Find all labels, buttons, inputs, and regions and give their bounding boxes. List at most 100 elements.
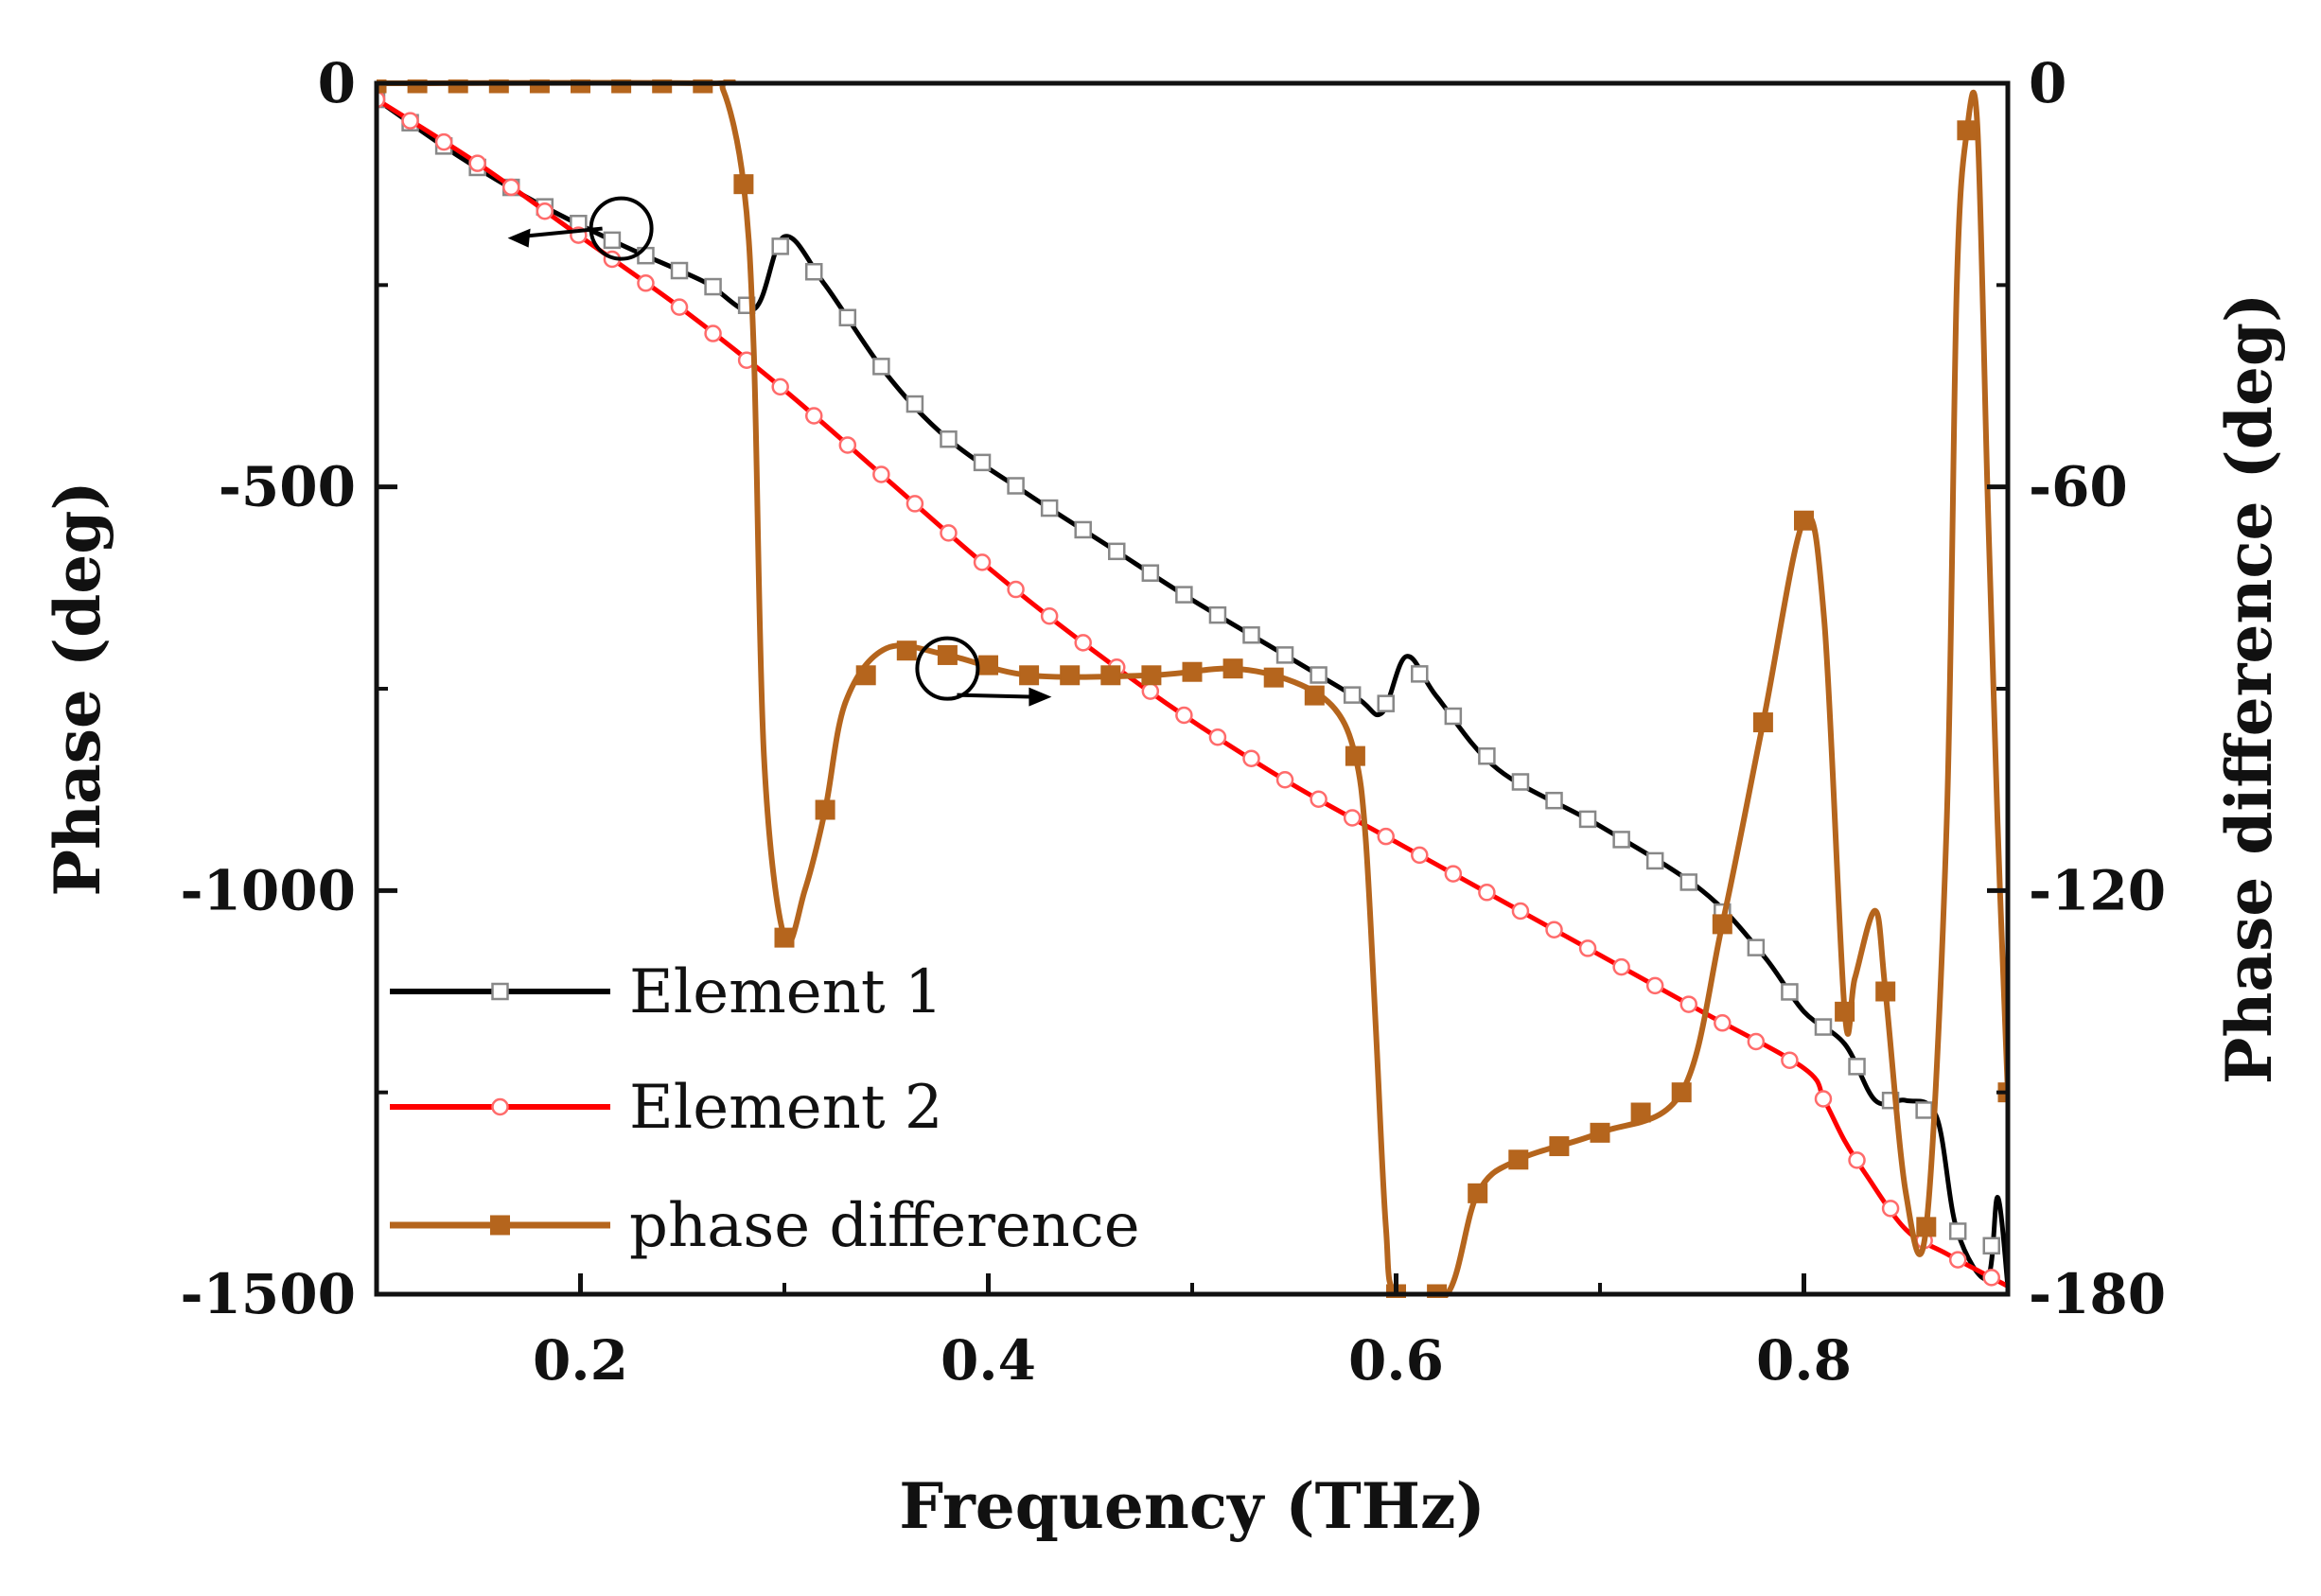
- series-marker: [401, 112, 419, 130]
- y-tick-label: 0: [318, 51, 356, 115]
- series-marker: [1957, 120, 1978, 141]
- indicator-arrow: [957, 693, 1035, 699]
- series-marker: [1747, 938, 1766, 956]
- series-marker: [1100, 665, 1121, 686]
- series-marker: [872, 358, 890, 376]
- series-marker: [1679, 995, 1697, 1013]
- series-marker: [1175, 586, 1193, 604]
- series-marker: [637, 274, 655, 292]
- series-marker: [774, 927, 795, 948]
- series-marker: [1645, 976, 1664, 995]
- legend-item-phase-difference: phase difference: [390, 1191, 1140, 1261]
- series-marker: [1411, 665, 1429, 683]
- series-marker: [1263, 667, 1284, 688]
- series-marker: [704, 277, 722, 296]
- series-element-2: [377, 90, 2008, 1289]
- legend-item-element-2: Element 2: [390, 1073, 943, 1143]
- series-marker: [1630, 1102, 1651, 1123]
- series-marker: [1411, 846, 1429, 865]
- legend: Element 1 Element 2 phase difference: [390, 957, 1140, 1261]
- series-marker: [973, 553, 992, 571]
- series-marker: [1478, 747, 1496, 765]
- indicator-arrow: [524, 226, 603, 238]
- series-marker: [978, 655, 998, 675]
- series-marker: [906, 395, 924, 413]
- series-phase-difference: [377, 79, 2008, 1298]
- chart-annotation-layer: [507, 196, 1052, 707]
- y-tick-label: -1500: [181, 1262, 357, 1326]
- series-marker: [855, 665, 876, 686]
- series-marker: [1948, 1251, 1967, 1269]
- series-line: [377, 96, 2008, 1289]
- series-marker: [804, 407, 823, 425]
- series-marker: [1040, 606, 1059, 625]
- series-marker: [1444, 865, 1463, 883]
- legend-label: phase difference: [629, 1191, 1140, 1261]
- series-marker: [1074, 634, 1092, 652]
- series-marker: [1208, 728, 1227, 746]
- series-marker: [1752, 712, 1773, 733]
- series-marker: [1222, 658, 1243, 679]
- y-axis-ticks: 0 -500 -1000 -1500: [181, 51, 397, 1326]
- series-marker: [1545, 791, 1563, 810]
- series-marker: [1578, 810, 1597, 829]
- series-marker: [1915, 1101, 1933, 1119]
- indicator-circle: [915, 636, 980, 701]
- y2-axis-ticks: 0 -60 -120 -180: [1987, 51, 2166, 1326]
- y2-axis-label: Phase difference (deg): [2212, 293, 2286, 1085]
- series-marker: [603, 231, 622, 250]
- x-tick-label: 0.8: [1756, 1328, 1852, 1393]
- series-marker: [1343, 809, 1362, 827]
- series-marker: [1377, 694, 1395, 712]
- y2-tick-label: -60: [2029, 455, 2128, 519]
- legend-marker: [491, 982, 509, 1001]
- series-marker: [468, 154, 486, 172]
- series-marker: [1982, 1236, 2001, 1255]
- y2-tick-label: -180: [2029, 1262, 2166, 1326]
- series-marker: [1545, 921, 1563, 938]
- series-marker: [1835, 1001, 1855, 1022]
- series-marker: [815, 799, 835, 820]
- series-marker: [896, 640, 917, 661]
- series-marker: [1182, 661, 1203, 682]
- y-tick-label: -1000: [181, 858, 357, 922]
- series-marker: [1007, 580, 1025, 599]
- series-marker: [1747, 1032, 1766, 1051]
- y2-tick-label: -120: [2029, 858, 2166, 922]
- series-marker: [804, 263, 823, 281]
- series-marker: [434, 132, 453, 151]
- series-marker: [1612, 957, 1630, 976]
- series-marker: [1508, 1149, 1529, 1170]
- x-tick-label: 0.6: [1348, 1328, 1444, 1393]
- x-tick-label: 0.2: [533, 1328, 628, 1393]
- series-marker: [1848, 1151, 1866, 1169]
- series-marker: [1781, 1051, 1799, 1069]
- series-marker: [937, 644, 958, 665]
- series-marker: [1345, 745, 1365, 766]
- series-marker: [1304, 685, 1325, 706]
- series-marker: [1612, 831, 1630, 849]
- series-marker: [733, 174, 754, 195]
- series-marker: [973, 453, 992, 472]
- chart-series-layer: [377, 79, 2008, 1298]
- series-marker: [536, 202, 554, 220]
- series-marker: [1019, 665, 1040, 686]
- series-marker: [1881, 1200, 1900, 1218]
- y-axis-label: Phase (deg): [41, 481, 114, 896]
- series-marker: [771, 237, 789, 255]
- series-marker: [940, 430, 958, 448]
- series-marker: [1875, 981, 1896, 1002]
- series-marker: [1242, 626, 1260, 644]
- series-marker: [1982, 1269, 2001, 1287]
- series-marker: [670, 261, 689, 280]
- series-marker: [1468, 1183, 1488, 1203]
- series-marker: [1794, 510, 1814, 531]
- series-marker: [1208, 605, 1227, 624]
- series-marker: [1814, 1018, 1833, 1036]
- series-marker: [1781, 983, 1799, 1001]
- series-marker: [838, 308, 857, 327]
- x-tick-label: 0.4: [941, 1328, 1036, 1393]
- series-marker: [501, 178, 520, 197]
- series-marker: [1478, 884, 1496, 902]
